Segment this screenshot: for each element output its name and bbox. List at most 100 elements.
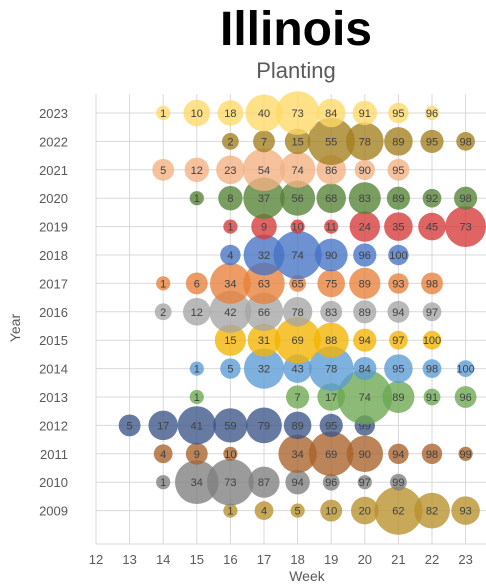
bubble (253, 130, 275, 153)
bubble (386, 186, 410, 210)
x-tick-label: 21 (391, 552, 405, 567)
bubble (243, 234, 285, 276)
bubble-label: 37 (258, 193, 270, 205)
bubble-label: 69 (291, 335, 303, 347)
bubble-label: 100 (389, 250, 407, 262)
bubble (282, 297, 313, 327)
bubble (185, 442, 208, 465)
bubble-label: 89 (392, 136, 404, 148)
bubble (388, 273, 409, 294)
bubble-label: 45 (426, 222, 438, 234)
y-tick-label: 2023 (39, 106, 68, 121)
bubble (357, 475, 372, 490)
bubble (213, 408, 248, 443)
bubble-label: 5 (160, 165, 166, 177)
bubble (349, 211, 380, 242)
bubble-label: 12 (191, 165, 203, 177)
bubble (382, 380, 415, 414)
bubble (154, 303, 172, 321)
bubble-label: 88 (325, 335, 337, 347)
bubble-label: 59 (224, 420, 236, 432)
bubble-label: 1 (160, 278, 166, 290)
bubble-label: 89 (392, 193, 404, 205)
bubble (217, 100, 244, 126)
bubble-label: 5 (227, 364, 233, 376)
bubble (384, 127, 413, 156)
bubble (456, 132, 475, 151)
bubble (156, 276, 171, 291)
x-tick-label: 18 (290, 552, 304, 567)
bubble (314, 238, 348, 272)
bubble-label: 10 (224, 449, 236, 461)
bubble (423, 388, 441, 406)
bubble (182, 297, 211, 326)
y-tick-label: 2019 (39, 220, 68, 235)
bubble-label: 4 (160, 449, 166, 461)
bubble (152, 158, 175, 181)
bubble-label: 23 (224, 165, 236, 177)
y-axis-ticks: 2009 2010 2011 2012 2013 2014 2015 2016 2017 2018… (39, 106, 68, 519)
bubble-label: 24 (359, 222, 371, 234)
bubble-label: 73 (224, 477, 236, 489)
bubble (384, 354, 413, 383)
bubble-label: 62 (392, 506, 404, 518)
bubble (247, 323, 281, 357)
bubble (222, 133, 239, 150)
bubble-label: 99 (392, 477, 404, 489)
bubble-label: 98 (459, 193, 471, 205)
bubble (223, 503, 238, 518)
bubble-label: 2 (160, 307, 166, 319)
bubble-label: 63 (258, 278, 270, 290)
y-tick-label: 2009 (39, 504, 68, 519)
x-axis-label: Week (289, 568, 326, 584)
bubble-label: 4 (227, 250, 233, 262)
bubble (153, 444, 173, 464)
bubble (308, 431, 354, 477)
bubble (352, 100, 378, 126)
bubble-label: 84 (325, 108, 337, 120)
bubble (414, 492, 450, 529)
x-tick-label: 15 (190, 552, 204, 567)
bubble-label: 79 (258, 420, 270, 432)
bubble (387, 300, 410, 323)
bubble (424, 105, 440, 121)
y-axis-label: Year (7, 314, 23, 343)
bubble-label: 9 (261, 222, 267, 234)
bubble (243, 262, 285, 305)
bubble-label: 34 (224, 278, 236, 290)
bubble-label: 1 (160, 477, 166, 489)
bubble-label: 1 (194, 392, 200, 404)
bubble-label: 95 (392, 364, 404, 376)
y-tick-label: 2022 (39, 134, 68, 149)
bubble (156, 475, 171, 490)
bubble-label: 17 (157, 420, 169, 432)
bubble (320, 499, 343, 522)
y-tick-label: 2016 (39, 305, 68, 320)
bubble-label: 100 (423, 335, 441, 347)
bubble-label: 96 (426, 108, 438, 120)
bubble (246, 407, 282, 444)
y-tick-label: 2010 (39, 475, 68, 490)
bubble-label: 73 (291, 108, 303, 120)
bubble (418, 212, 446, 241)
bubble-label: 1 (194, 364, 200, 376)
bubble-label: 100 (456, 364, 474, 376)
x-tick-label: 22 (425, 552, 439, 567)
bubble (207, 458, 254, 506)
x-tick-label: 16 (223, 552, 237, 567)
bubble (389, 330, 408, 350)
bubble (209, 262, 251, 304)
bubble (451, 496, 480, 525)
bubble-label: 78 (291, 307, 303, 319)
bubble-label: 68 (325, 193, 337, 205)
bubble (346, 435, 384, 473)
bubble (223, 219, 238, 234)
bubble-label: 75 (325, 278, 337, 290)
bubble-label: 73 (459, 222, 471, 234)
bubble-label: 54 (258, 165, 270, 177)
bubble (353, 243, 377, 267)
bubble (457, 360, 474, 377)
bubble (317, 269, 346, 298)
bubble-label: 98 (426, 364, 438, 376)
bubble-label: 93 (392, 278, 404, 290)
